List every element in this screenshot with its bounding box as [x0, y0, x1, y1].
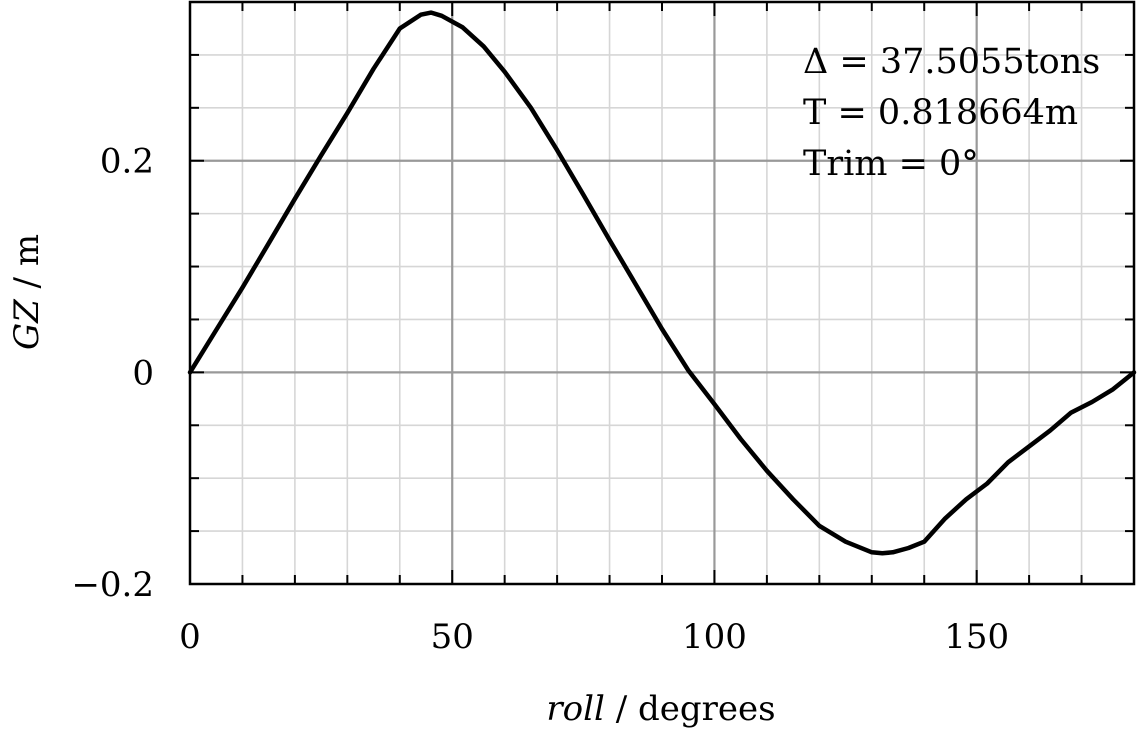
tick-marks [190, 2, 1134, 584]
x-axis-label: roll / degrees [546, 689, 775, 729]
annotation-displacement: Δ = 37.5055tons [803, 42, 1100, 82]
minor-grid [190, 2, 1134, 584]
y-axis-label: GZ / m [7, 234, 47, 350]
y-tick-label: 0 [132, 353, 154, 393]
x-tick-label: 0 [179, 617, 201, 657]
annotation-draft: T = 0.818664m [803, 93, 1078, 133]
x-tick-label: 150 [944, 617, 1009, 657]
y-tick-label: 0.2 [100, 142, 154, 182]
annotation-trim: Trim = 0° [803, 144, 979, 184]
x-tick-labels: 0 50 100 150 [179, 617, 1009, 657]
x-axis-label-var: roll [546, 689, 604, 729]
major-grid [190, 2, 1134, 584]
x-axis-label-unit: / degrees [605, 689, 776, 729]
y-tick-label: −0.2 [71, 565, 154, 605]
annotation-block: Δ = 37.5055tons T = 0.818664m Trim = 0° [803, 42, 1100, 184]
plot-frame [188, 0, 1136, 586]
x-tick-label: 100 [682, 617, 747, 657]
y-axis-label-var: GZ [7, 298, 47, 350]
x-tick-label: 50 [431, 617, 474, 657]
y-tick-labels: −0.2 0 0.2 [71, 142, 154, 605]
gz-curve [187, 10, 1137, 556]
y-axis-label-unit: / m [7, 234, 47, 299]
